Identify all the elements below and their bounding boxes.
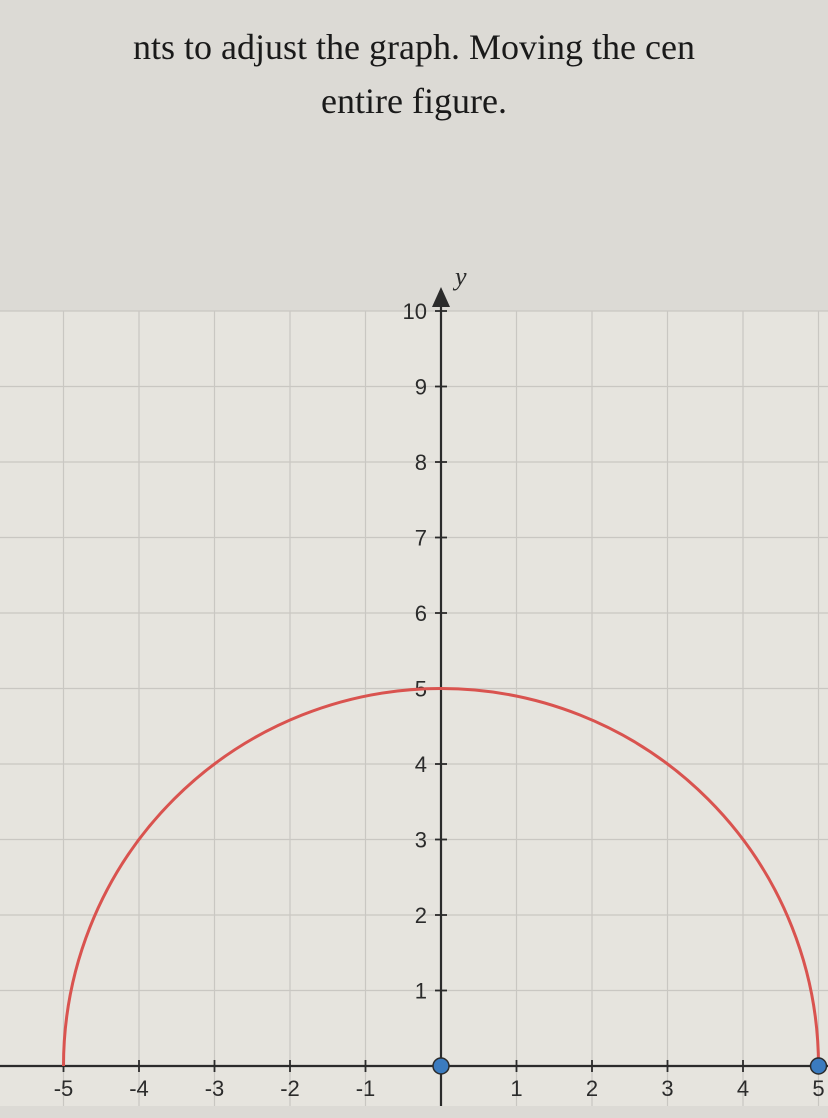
instruction-text: nts to adjust the graph. Moving the cen … (0, 0, 828, 158)
svg-text:y: y (452, 262, 467, 291)
svg-text:1: 1 (415, 979, 427, 1004)
svg-text:2: 2 (586, 1076, 598, 1101)
svg-text:2: 2 (415, 903, 427, 928)
svg-text:7: 7 (415, 526, 427, 551)
svg-text:3: 3 (661, 1076, 673, 1101)
svg-text:5: 5 (812, 1076, 824, 1101)
svg-text:9: 9 (415, 375, 427, 400)
svg-text:-4: -4 (129, 1076, 149, 1101)
svg-text:4: 4 (737, 1076, 749, 1101)
svg-text:8: 8 (415, 450, 427, 475)
svg-text:1: 1 (510, 1076, 522, 1101)
svg-text:4: 4 (415, 752, 427, 777)
svg-text:3: 3 (415, 828, 427, 853)
svg-text:-2: -2 (280, 1076, 300, 1101)
instruction-line-1: nts to adjust the graph. Moving the cen (0, 20, 828, 74)
coordinate-graph[interactable]: y12345678910-5-4-3-2-112345 (0, 198, 828, 1118)
svg-text:-1: -1 (356, 1076, 376, 1101)
graph-point[interactable] (811, 1058, 827, 1074)
svg-text:10: 10 (403, 299, 427, 324)
svg-text:-5: -5 (54, 1076, 74, 1101)
svg-text:6: 6 (415, 601, 427, 626)
svg-text:-3: -3 (205, 1076, 225, 1101)
graph-point[interactable] (433, 1058, 449, 1074)
instruction-line-2: entire figure. (0, 74, 828, 128)
chart-container: y12345678910-5-4-3-2-112345 (0, 198, 828, 1118)
